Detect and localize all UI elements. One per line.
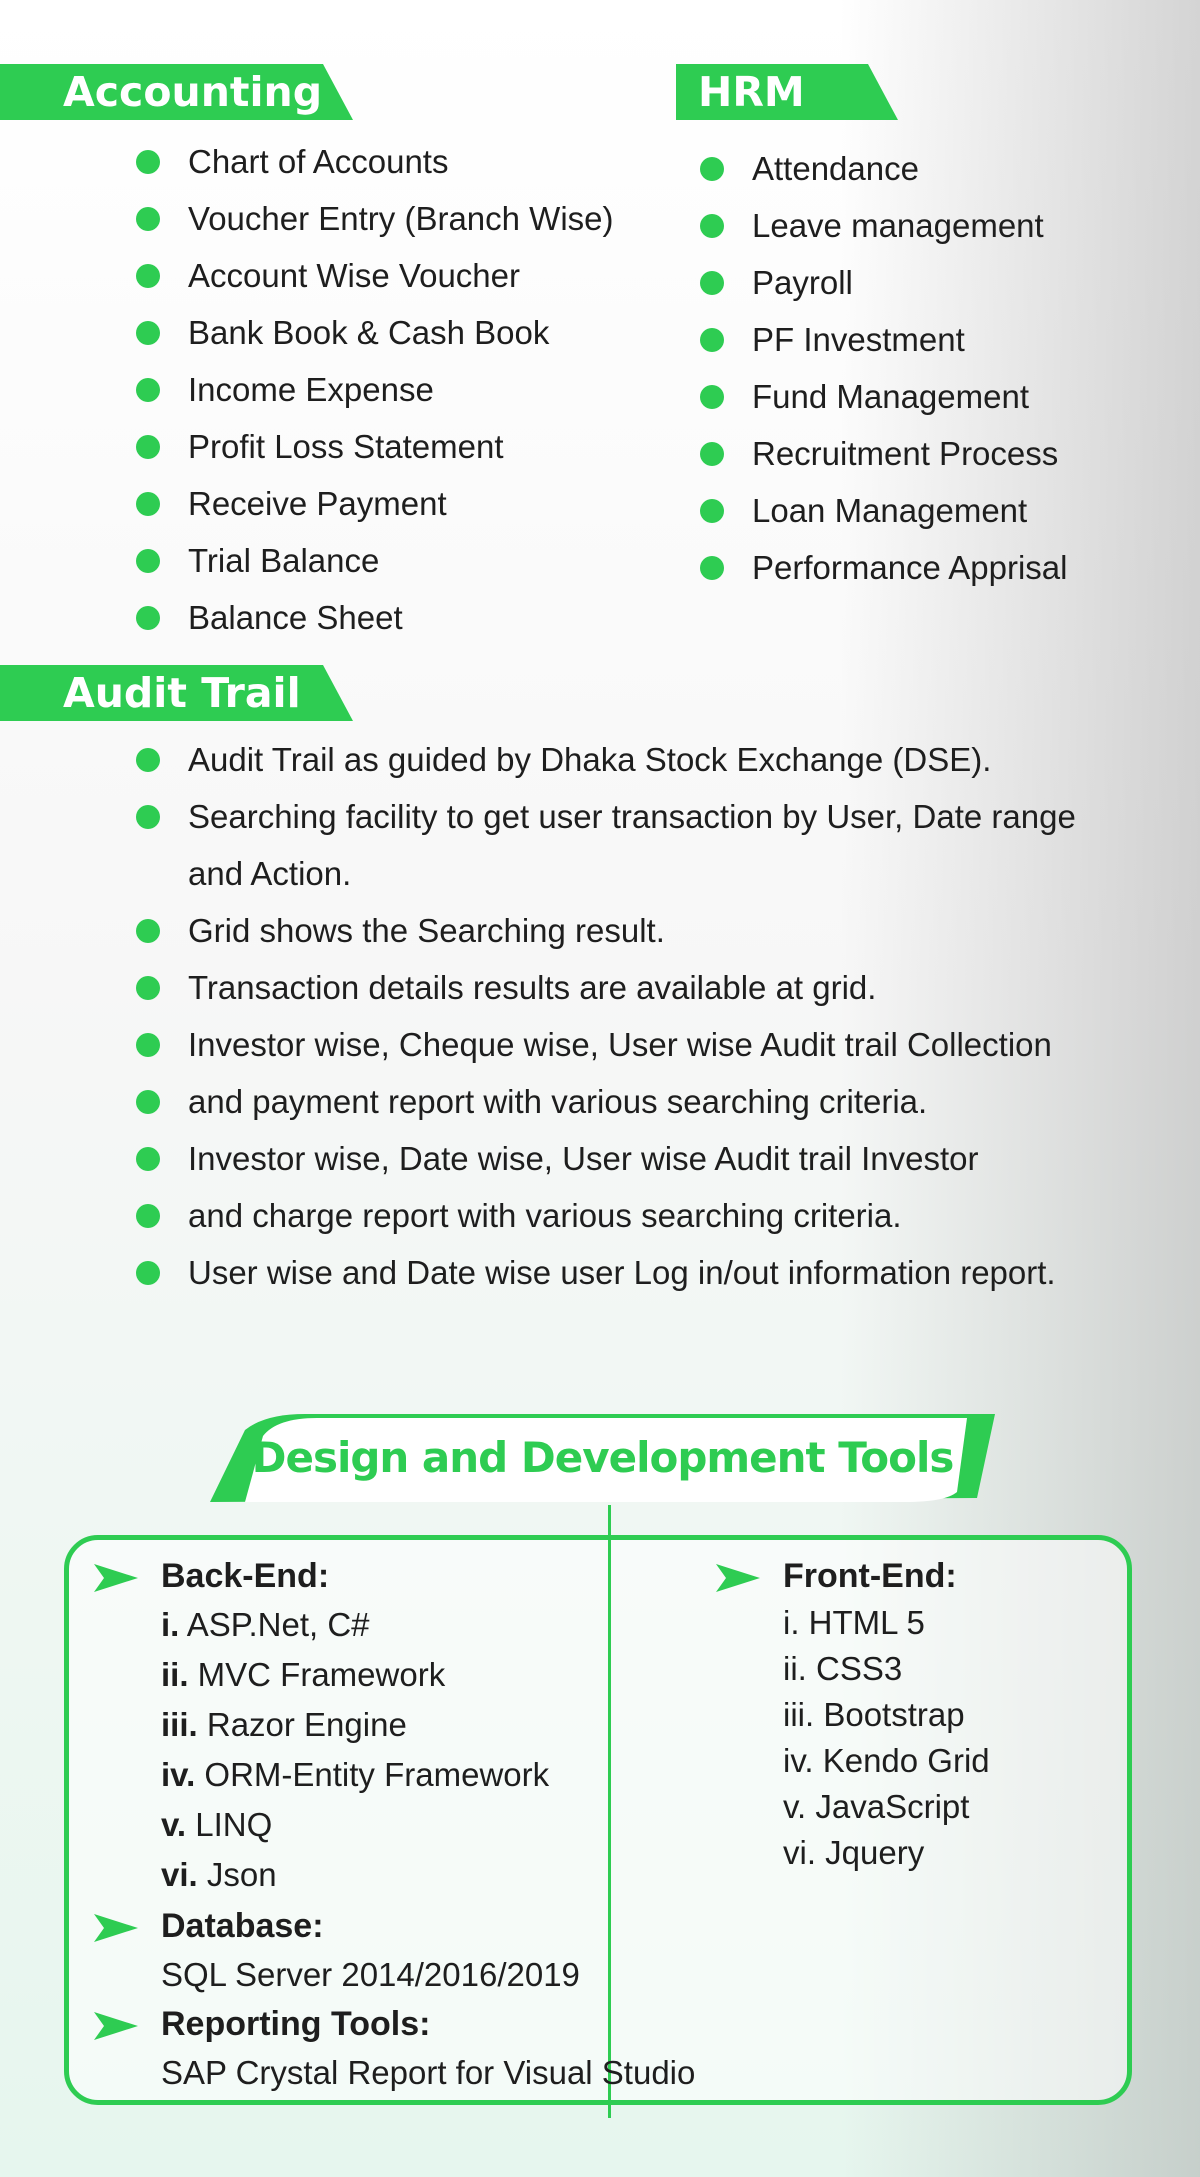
frontend-item: i. HTML 5 xyxy=(783,1604,925,1641)
list-item: Recruitment Process xyxy=(700,425,1180,482)
bullet-icon xyxy=(136,378,160,402)
frontend-item: v. JavaScript xyxy=(783,1788,970,1825)
bullet-icon xyxy=(136,748,160,772)
list-item: Searching facility to get user transacti… xyxy=(136,788,1136,902)
reporting-heading: Reporting Tools: xyxy=(161,2005,431,2043)
bullet-icon xyxy=(136,150,160,174)
bullet-icon xyxy=(136,1090,160,1114)
arrow-icon xyxy=(94,1564,138,1592)
frontend-item: iii. Bootstrap xyxy=(783,1696,965,1733)
tools-left-column: Back-End: i. ASP.Net, C# ii. MVC Framewo… xyxy=(66,1552,696,2098)
list-item: Bank Book & Cash Book xyxy=(136,304,666,361)
list-item: Grid shows the Searching result. xyxy=(136,902,1136,959)
frontend-item: vi. Jquery xyxy=(783,1834,925,1871)
bullet-icon xyxy=(700,556,724,580)
backend-item: ii. MVC Framework xyxy=(161,1656,446,1693)
bullet-icon xyxy=(136,805,160,829)
list-item: Chart of Accounts xyxy=(136,133,666,190)
audit-trail-heading: Audit Trail xyxy=(0,665,353,721)
list-item: Fund Management xyxy=(700,368,1180,425)
bullet-icon xyxy=(700,442,724,466)
tools-title: Design and Development Tools xyxy=(251,1433,955,1482)
bullet-icon xyxy=(136,1033,160,1057)
list-item: Loan Management xyxy=(700,482,1180,539)
bullet-icon xyxy=(136,606,160,630)
bullet-icon xyxy=(700,157,724,181)
bullet-icon xyxy=(136,207,160,231)
list-item: Account Wise Voucher xyxy=(136,247,666,304)
backend-heading: Back-End: xyxy=(161,1557,330,1595)
banner-shape-icon xyxy=(210,1414,995,1502)
list-item: Attendance xyxy=(700,140,1180,197)
bullet-icon xyxy=(136,1261,160,1285)
list-item: Audit Trail as guided by Dhaka Stock Exc… xyxy=(136,731,1136,788)
frontend-item: ii. CSS3 xyxy=(783,1650,903,1687)
backend-item: v. LINQ xyxy=(161,1806,273,1843)
arrow-icon xyxy=(94,1914,138,1942)
list-item: Balance Sheet xyxy=(136,589,666,646)
bullet-icon xyxy=(136,549,160,573)
bullet-icon xyxy=(700,385,724,409)
accounting-heading: Accounting xyxy=(0,64,353,120)
database-section: Database: SQL Server 2014/2016/2019 xyxy=(66,1902,626,2000)
bullet-icon xyxy=(700,328,724,352)
bullet-icon xyxy=(700,271,724,295)
frontend-section: Front-End: i. HTML 5 ii. CSS3 iii. Boots… xyxy=(688,1552,1108,1876)
list-item: Receive Payment xyxy=(136,475,666,532)
hrm-heading: HRM xyxy=(676,64,898,120)
list-item: Voucher Entry (Branch Wise) xyxy=(136,190,666,247)
list-item: and charge report with various searching… xyxy=(136,1187,1136,1244)
database-heading: Database: xyxy=(161,1907,324,1945)
list-item: Transaction details results are availabl… xyxy=(136,959,1136,1016)
backend-item: iv. ORM-Entity Framework xyxy=(161,1756,550,1793)
bullet-icon xyxy=(136,435,160,459)
bullet-icon xyxy=(136,264,160,288)
backend-item: iii. Razor Engine xyxy=(161,1706,407,1743)
frontend-heading: Front-End: xyxy=(783,1557,957,1595)
frontend-item: iv. Kendo Grid xyxy=(783,1742,990,1779)
bullet-icon xyxy=(700,214,724,238)
bullet-icon xyxy=(136,1204,160,1228)
bullet-icon xyxy=(136,976,160,1000)
list-item: PF Investment xyxy=(700,311,1180,368)
backend-item: vi. Json xyxy=(161,1856,277,1893)
backend-item: i. ASP.Net, C# xyxy=(161,1606,370,1643)
reporting-section: Reporting Tools: SAP Crystal Report for … xyxy=(66,2000,696,2098)
list-item: Payroll xyxy=(700,254,1180,311)
bullet-icon xyxy=(136,492,160,516)
list-item: Leave management xyxy=(700,197,1180,254)
backend-section: Back-End: i. ASP.Net, C# ii. MVC Framewo… xyxy=(66,1552,626,1900)
list-item: Performance Apprisal xyxy=(700,539,1180,596)
accounting-list: Chart of Accounts Voucher Entry (Branch … xyxy=(136,133,666,646)
column-divider xyxy=(608,1505,611,2118)
list-item: Trial Balance xyxy=(136,532,666,589)
arrow-icon xyxy=(716,1564,760,1592)
tools-banner: Design and Development Tools xyxy=(205,1408,1000,1508)
bullet-icon xyxy=(136,1147,160,1171)
list-item: Income Expense xyxy=(136,361,666,418)
reporting-text: SAP Crystal Report for Visual Studio xyxy=(161,2054,696,2091)
list-item: Profit Loss Statement xyxy=(136,418,666,475)
list-item: Investor wise, Cheque wise, User wise Au… xyxy=(136,1016,1136,1073)
arrow-icon xyxy=(94,2012,138,2040)
list-item: Investor wise, Date wise, User wise Audi… xyxy=(136,1130,1136,1187)
bullet-icon xyxy=(700,499,724,523)
hrm-list: Attendance Leave management Payroll PF I… xyxy=(700,140,1180,596)
list-item: and payment report with various searchin… xyxy=(136,1073,1136,1130)
database-text: SQL Server 2014/2016/2019 xyxy=(161,1956,580,1993)
bullet-icon xyxy=(136,321,160,345)
bullet-icon xyxy=(136,919,160,943)
tools-box xyxy=(64,1535,1132,2105)
tools-right-column: Front-End: i. HTML 5 ii. CSS3 iii. Boots… xyxy=(688,1552,1108,1876)
audit-trail-list: Audit Trail as guided by Dhaka Stock Exc… xyxy=(136,731,1136,1301)
list-item: User wise and Date wise user Log in/out … xyxy=(136,1244,1136,1301)
